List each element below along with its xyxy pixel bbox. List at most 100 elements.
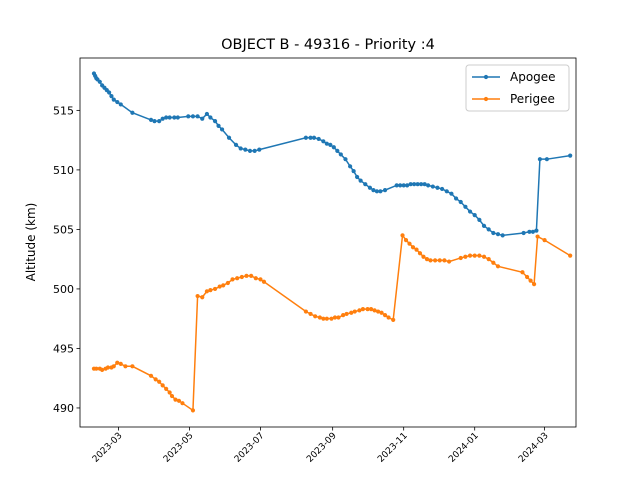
data-point-apogee-34 <box>243 147 248 152</box>
data-point-perigee-62 <box>400 233 405 238</box>
data-point-apogee-85 <box>521 230 526 236</box>
data-point-apogee-91 <box>568 153 573 158</box>
data-point-perigee-72 <box>437 258 442 263</box>
data-point-apogee-8 <box>107 90 112 95</box>
x-tick-label-6: 2024-03 <box>517 431 551 465</box>
data-point-perigee-85 <box>525 274 530 280</box>
data-point-apogee-49 <box>348 164 353 169</box>
data-point-apogee-74 <box>453 196 459 201</box>
data-point-apogee-14 <box>148 117 154 122</box>
data-point-perigee-65 <box>410 245 416 250</box>
data-point-apogee-16 <box>157 118 162 124</box>
data-point-apogee-90 <box>544 157 549 162</box>
data-point-apogee-11 <box>115 99 120 105</box>
data-point-perigee-64 <box>407 241 412 246</box>
data-point-perigee-27 <box>212 286 218 292</box>
data-point-perigee-76 <box>463 254 468 259</box>
data-point-apogee-13 <box>130 110 135 115</box>
data-point-perigee-35 <box>249 273 254 278</box>
data-point-apogee-54 <box>367 185 373 190</box>
plot-area <box>91 71 573 413</box>
data-point-perigee-43 <box>321 316 326 321</box>
data-point-apogee-19 <box>167 115 172 120</box>
data-point-apogee-51 <box>355 174 360 180</box>
x-tick-label-0: 2023-03 <box>91 431 125 465</box>
data-point-perigee-19 <box>173 397 178 402</box>
data-point-apogee-78 <box>472 213 477 218</box>
data-point-perigee-55 <box>368 307 374 312</box>
data-point-perigee-61 <box>391 317 396 322</box>
data-point-apogee-75 <box>458 199 463 205</box>
data-point-apogee-30 <box>219 127 225 132</box>
data-point-perigee-15 <box>160 383 165 388</box>
data-point-perigee-45 <box>329 316 334 321</box>
data-point-perigee-40 <box>308 311 313 317</box>
data-point-apogee-12 <box>118 102 123 107</box>
data-point-apogee-65 <box>415 182 420 187</box>
data-point-perigee-49 <box>344 311 349 317</box>
data-point-apogee-48 <box>343 157 348 162</box>
data-point-perigee-53 <box>360 307 366 312</box>
data-point-apogee-18 <box>164 115 169 120</box>
data-point-apogee-35 <box>247 148 253 153</box>
data-point-perigee-7 <box>111 364 116 369</box>
data-point-perigee-5 <box>105 365 111 370</box>
data-point-perigee-57 <box>375 309 381 314</box>
data-point-perigee-82 <box>491 260 496 265</box>
data-point-apogee-68 <box>426 183 431 188</box>
data-point-apogee-36 <box>252 148 257 153</box>
data-point-apogee-17 <box>160 116 165 121</box>
data-point-apogee-32 <box>233 142 239 147</box>
data-point-perigee-11 <box>130 364 135 369</box>
data-point-perigee-20 <box>176 398 182 403</box>
data-point-perigee-83 <box>495 264 501 269</box>
data-point-perigee-86 <box>528 278 533 283</box>
legend-label-apogee: Apogee <box>510 70 556 84</box>
data-point-apogee-84 <box>500 233 505 238</box>
data-point-apogee-88 <box>534 228 539 233</box>
data-point-apogee-82 <box>491 230 496 236</box>
data-point-apogee-25 <box>200 116 205 121</box>
data-point-perigee-89 <box>542 238 547 243</box>
data-point-perigee-54 <box>365 307 370 312</box>
data-point-perigee-63 <box>403 238 409 243</box>
data-point-perigee-68 <box>421 254 426 259</box>
x-tick-label-3: 2023-09 <box>305 431 339 465</box>
data-point-apogee-29 <box>216 123 221 128</box>
data-point-apogee-33 <box>238 146 243 151</box>
data-point-perigee-37 <box>258 277 263 282</box>
y-tick-label-5: 515 <box>53 104 74 117</box>
data-point-perigee-60 <box>386 315 391 320</box>
data-point-apogee-89 <box>537 157 543 162</box>
data-point-perigee-18 <box>169 393 175 399</box>
data-point-perigee-30 <box>225 280 230 286</box>
data-point-apogee-59 <box>394 183 399 188</box>
data-point-perigee-81 <box>486 257 491 262</box>
data-point-perigee-48 <box>341 313 346 318</box>
data-point-perigee-52 <box>357 308 362 313</box>
data-point-apogee-50 <box>351 168 356 174</box>
data-point-apogee-83 <box>495 232 501 237</box>
data-point-perigee-59 <box>382 313 388 318</box>
x-tick-label-5: 2024-01 <box>447 431 481 465</box>
data-point-apogee-43 <box>324 141 329 146</box>
data-point-apogee-62 <box>405 183 410 188</box>
legend-marker-perigee <box>483 96 489 102</box>
x-tick-label-1: 2023-05 <box>162 431 196 465</box>
data-point-apogee-67 <box>422 182 427 187</box>
data-point-perigee-39 <box>303 309 308 314</box>
data-point-apogee-22 <box>186 114 191 119</box>
data-point-apogee-39 <box>308 135 313 140</box>
data-point-perigee-44 <box>324 316 329 321</box>
data-point-apogee-55 <box>371 188 376 193</box>
data-point-perigee-50 <box>349 310 354 315</box>
data-point-perigee-80 <box>481 254 487 259</box>
data-point-apogee-40 <box>311 135 317 140</box>
data-point-perigee-58 <box>379 310 384 315</box>
data-point-apogee-66 <box>419 182 424 187</box>
data-point-apogee-80 <box>481 223 487 228</box>
data-point-perigee-36 <box>253 276 258 281</box>
data-point-apogee-42 <box>321 139 326 144</box>
y-tick-label-1: 495 <box>53 342 74 355</box>
